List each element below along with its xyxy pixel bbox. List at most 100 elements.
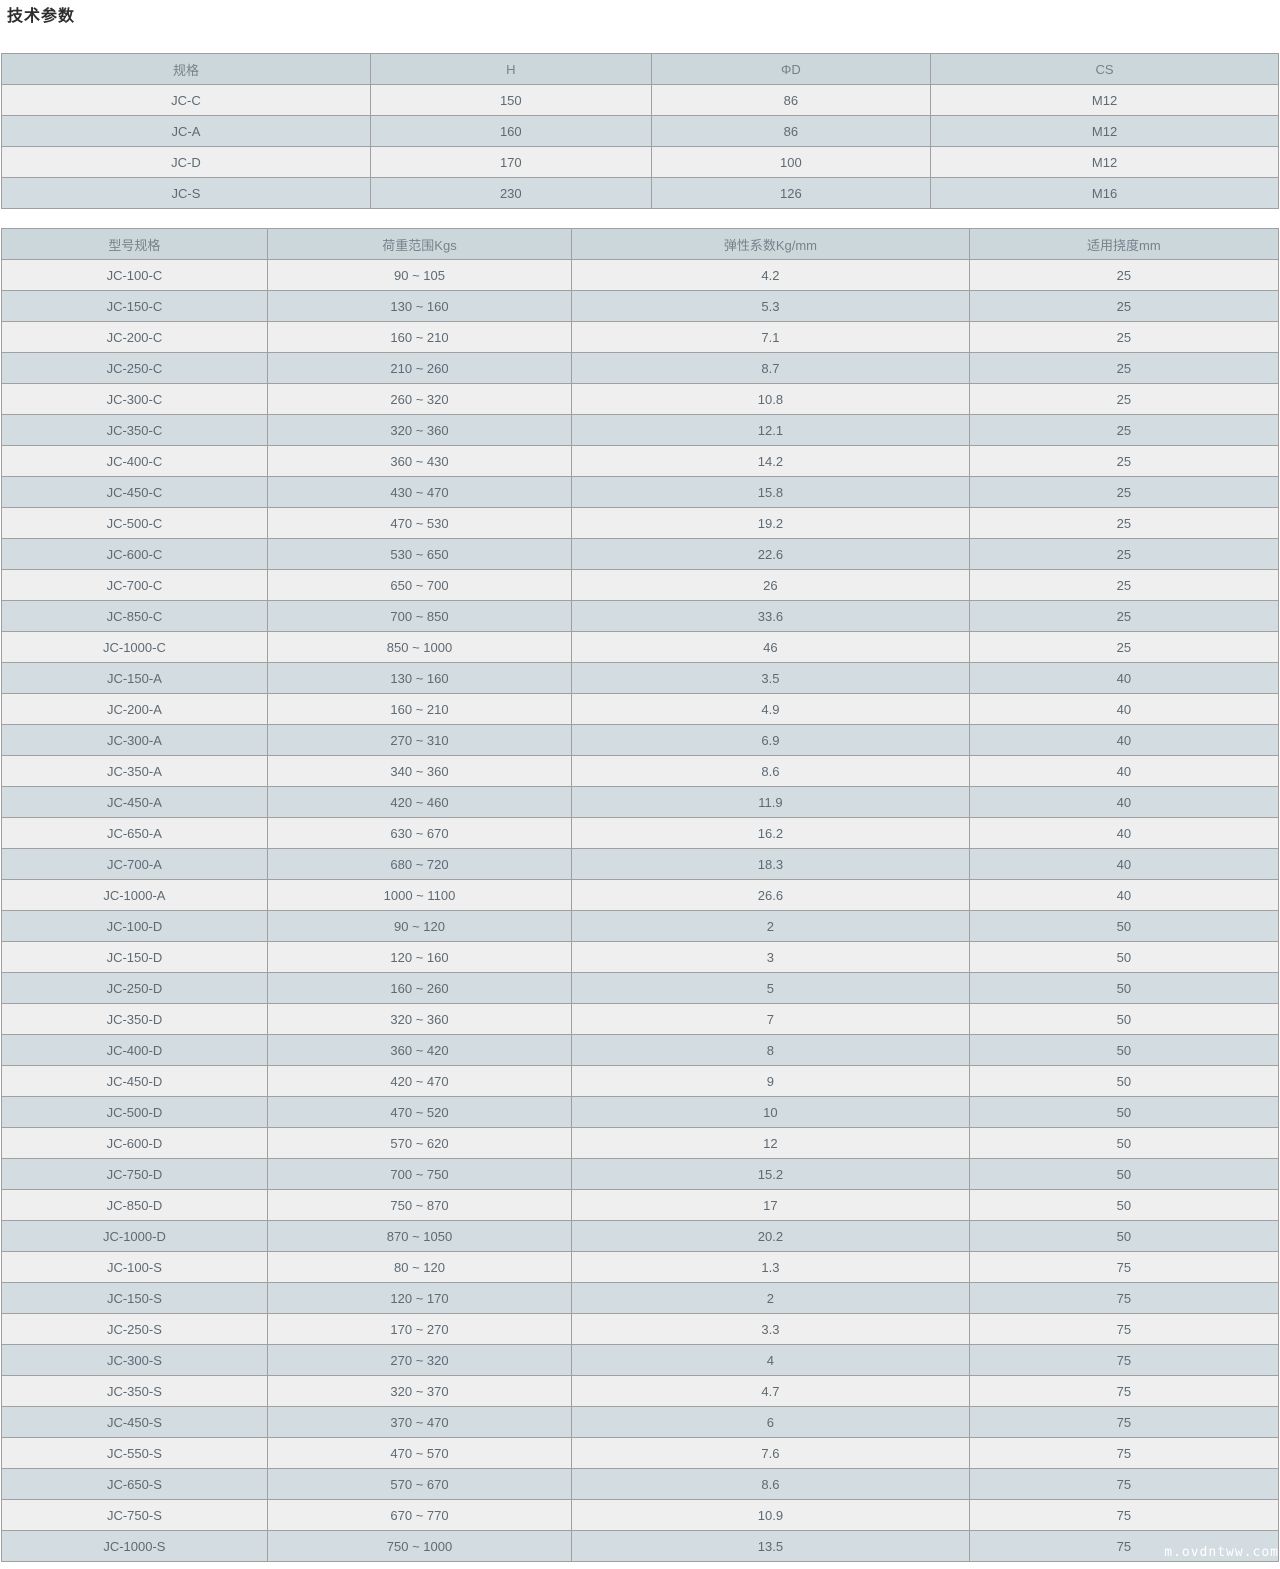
table-cell: 6.9 [571,724,970,756]
table-cell: JC-200-C [1,321,268,353]
table-cell: 160 ~ 260 [266,972,573,1004]
table-row: JC-400-D 360 ~ 420 8 50 [1,1034,1280,1066]
table-row: JC-150-D 120 ~ 160 3 50 [1,941,1280,973]
table-cell: 25 [968,569,1280,601]
table-cell: 25 [968,383,1280,415]
table-cell: JC-750-D [1,1158,268,1190]
table-cell: 530 ~ 650 [266,538,573,570]
table-cell: 10 [571,1096,970,1128]
column-header: ΦD [650,53,932,85]
table-cell: 50 [968,972,1280,1004]
table-cell: JC-150-D [1,941,268,973]
table-cell: JC-600-C [1,538,268,570]
table-cell: JC-D [1,146,371,178]
table-cell: JC-100-D [1,910,268,942]
table-cell: 160 ~ 210 [266,693,573,725]
table-row: JC-450-A 420 ~ 460 11.9 40 [1,786,1280,818]
table-cell: 680 ~ 720 [266,848,573,880]
table-cell: JC-400-C [1,445,268,477]
table-cell: 170 [369,146,652,178]
table-cell: 8.7 [571,352,970,384]
table-cell: 4.9 [571,693,970,725]
table-cell: 320 ~ 360 [266,1003,573,1035]
table-row: JC-350-S 320 ~ 370 4.7 75 [1,1375,1280,1407]
table-cell: JC-150-S [1,1282,268,1314]
table-cell: JC-450-A [1,786,268,818]
table-cell: 75 [968,1344,1280,1376]
table-row: JC-450-C 430 ~ 470 15.8 25 [1,476,1280,508]
table-row: JC-250-D 160 ~ 260 5 50 [1,972,1280,1004]
table-cell: 75 [968,1375,1280,1407]
table-row: JC-400-C 360 ~ 430 14.2 25 [1,445,1280,477]
table-cell: 10.8 [571,383,970,415]
table-cell: JC-600-D [1,1127,268,1159]
table-row: JC-250-C 210 ~ 260 8.7 25 [1,352,1280,384]
table-cell: 40 [968,662,1280,694]
table-cell: 15.8 [571,476,970,508]
table-cell: 5.3 [571,290,970,322]
column-header: H [369,53,652,85]
table-cell: 40 [968,755,1280,787]
table-cell: JC-650-A [1,817,268,849]
table-row: JC-500-C 470 ~ 530 19.2 25 [1,507,1280,539]
table-cell: 25 [968,538,1280,570]
table-cell: 170 ~ 270 [266,1313,573,1345]
table-row: JC-850-C 700 ~ 850 33.6 25 [1,600,1280,632]
column-header: 型号规格 [1,228,268,260]
table-row: JC-700-A 680 ~ 720 18.3 40 [1,848,1280,880]
table-cell: 7 [571,1003,970,1035]
table-cell: 2 [571,1282,970,1314]
table-cell: JC-150-A [1,662,268,694]
table-cell: 570 ~ 620 [266,1127,573,1159]
table-cell: 75 [968,1282,1280,1314]
table-cell: JC-300-A [1,724,268,756]
table-cell: JC-400-D [1,1034,268,1066]
table-cell: 40 [968,848,1280,880]
table-row: JC-350-D 320 ~ 360 7 50 [1,1003,1280,1035]
table-cell: JC-450-C [1,476,268,508]
table-cell: 16.2 [571,817,970,849]
table-cell: JC-250-S [1,1313,268,1345]
table-cell: 270 ~ 310 [266,724,573,756]
table-cell: JC-100-C [1,259,268,291]
table-row: JC-S 230 126 M16 [1,177,1279,209]
table-cell: 360 ~ 430 [266,445,573,477]
table-row: JC-150-A 130 ~ 160 3.5 40 [1,662,1280,694]
table-cell: 75 [968,1530,1280,1562]
table-cell: 126 [650,177,932,209]
table-cell: 10.9 [571,1499,970,1531]
table-cell: 150 [369,84,652,116]
table-cell: 6 [571,1406,970,1438]
table-cell: 210 ~ 260 [266,352,573,384]
table-cell: 470 ~ 520 [266,1096,573,1128]
table-cell: 8 [571,1034,970,1066]
table-cell: 25 [968,445,1280,477]
table-cell: JC-300-S [1,1344,268,1376]
table-cell: 12 [571,1127,970,1159]
table-cell: 86 [650,84,932,116]
table-row: JC-100-C 90 ~ 105 4.2 25 [1,259,1280,291]
table-cell: 86 [650,115,932,147]
table-cell: 160 [369,115,652,147]
table-row: JC-750-D 700 ~ 750 15.2 50 [1,1158,1280,1190]
table-cell: 1000 ~ 1100 [266,879,573,911]
table-cell: JC-200-A [1,693,268,725]
table-cell: JC-650-S [1,1468,268,1500]
table-cell: M12 [930,115,1279,147]
table-cell: 8.6 [571,755,970,787]
table-cell: 700 ~ 750 [266,1158,573,1190]
table-row: JC-1000-A 1000 ~ 1100 26.6 40 [1,879,1280,911]
table-cell: JC-1000-A [1,879,268,911]
table-cell: JC-750-S [1,1499,268,1531]
table-cell: JC-350-C [1,414,268,446]
table-cell: 1.3 [571,1251,970,1283]
table-row: JC-450-D 420 ~ 470 9 50 [1,1065,1280,1097]
table-row: JC-150-S 120 ~ 170 2 75 [1,1282,1280,1314]
table-row: JC-550-S 470 ~ 570 7.6 75 [1,1437,1280,1469]
table-cell: 25 [968,507,1280,539]
table-row: JC-100-D 90 ~ 120 2 50 [1,910,1280,942]
column-header: CS [930,53,1279,85]
table-cell: 90 ~ 120 [266,910,573,942]
model-table: 型号规格 荷重范围Kgs 弹性系数Kg/mm 适用挠度mm JC-100-C 90 ~ 1… [1,228,1280,1562]
